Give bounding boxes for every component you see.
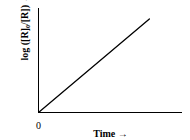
svg-text:Time →: Time → xyxy=(93,128,128,139)
svg-text:log ([R]₀/[R]) →: log ([R]₀/[R]) → xyxy=(19,0,31,61)
svg-text:0: 0 xyxy=(36,120,41,131)
